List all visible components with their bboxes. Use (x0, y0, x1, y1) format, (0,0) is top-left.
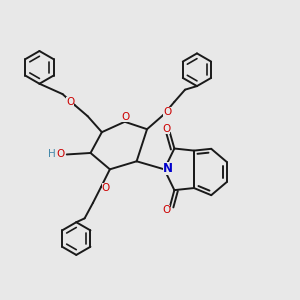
Text: O: O (162, 205, 170, 215)
Text: O: O (121, 112, 130, 122)
Text: O: O (162, 124, 170, 134)
Text: O: O (102, 183, 110, 193)
Text: O: O (164, 107, 172, 117)
Text: H: H (48, 148, 56, 159)
Text: O: O (66, 97, 74, 107)
Text: O: O (56, 148, 64, 159)
Text: N: N (163, 162, 173, 175)
